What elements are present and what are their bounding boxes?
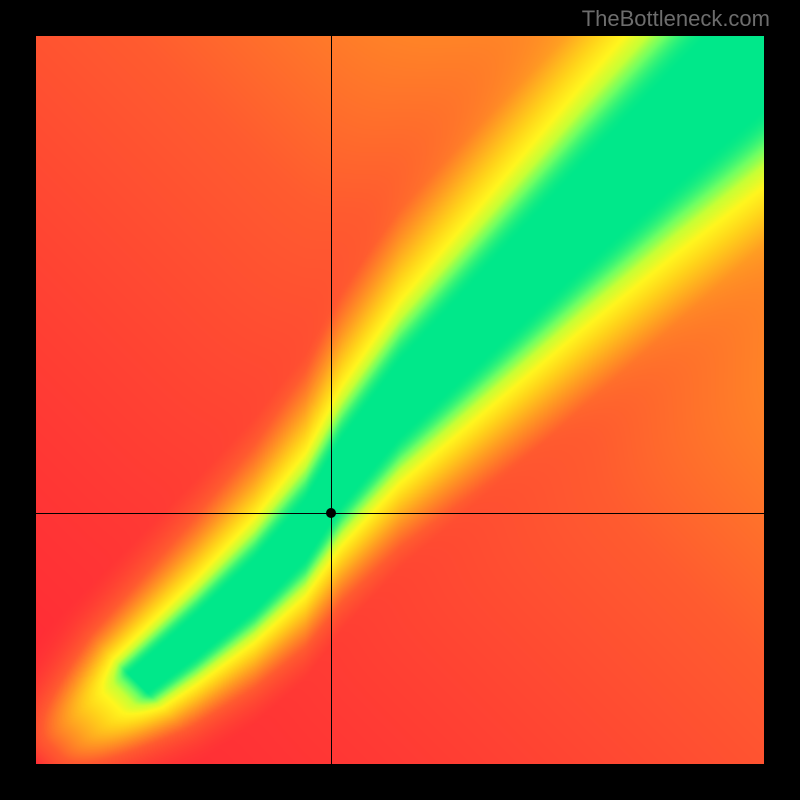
data-point-marker: [326, 508, 336, 518]
chart-container: TheBottleneck.com: [0, 0, 800, 800]
crosshair-horizontal: [36, 513, 764, 514]
heatmap-canvas: [36, 36, 764, 764]
crosshair-vertical: [331, 36, 332, 764]
plot-area: [36, 36, 764, 764]
watermark-text: TheBottleneck.com: [582, 6, 770, 32]
